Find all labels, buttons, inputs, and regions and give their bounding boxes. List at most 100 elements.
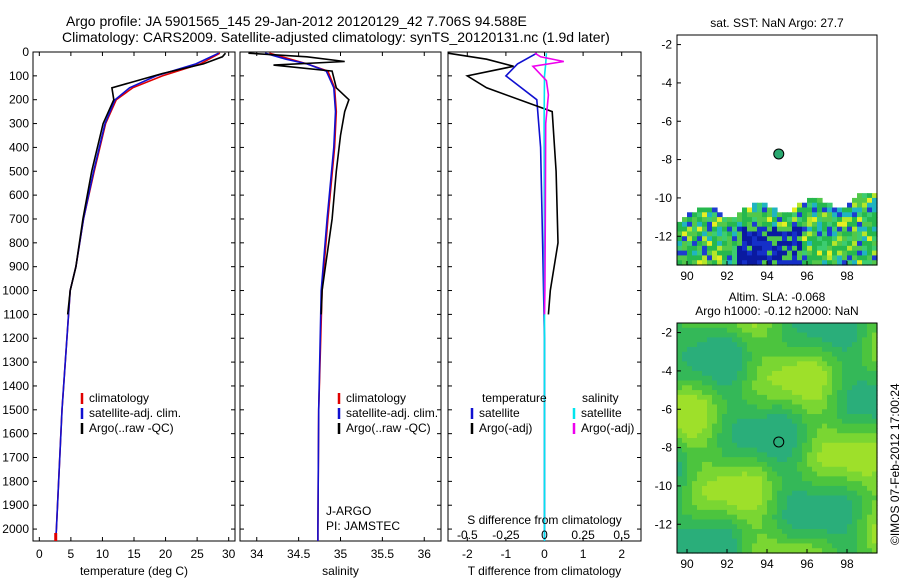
sla_map-cell [687, 375, 693, 382]
sst_map-cell [747, 245, 753, 252]
sla_map-cell [712, 409, 718, 415]
sst_map-cell [762, 245, 768, 252]
sla_map-cell [862, 519, 868, 525]
sla_map-cell [852, 505, 858, 511]
sla_map-cell [867, 380, 873, 386]
sst_map-cell [752, 226, 758, 233]
sla_map-cell [792, 409, 798, 415]
sla_map-cell [872, 327, 878, 334]
sla_map-cell [737, 461, 743, 468]
sst_map-cell [847, 217, 853, 223]
sst_map-cell [817, 202, 823, 209]
sla_map-cell [687, 447, 693, 453]
sla_map-xtick-label: 94 [760, 557, 774, 571]
sla_map-cell [702, 361, 708, 367]
sla_map-cell [792, 457, 798, 463]
depth-tick-label: 1200 [2, 331, 29, 345]
sla_map-cell [832, 380, 838, 386]
sla_map-cell [837, 461, 843, 468]
sla_map-cell [727, 509, 733, 516]
sla_map-cell [867, 337, 873, 343]
sla_map-cell [812, 380, 818, 386]
sla_map-cell [857, 337, 863, 343]
sla_map-cell [722, 543, 728, 549]
sst_map-cell [872, 250, 878, 257]
sla_map-cell [717, 370, 723, 377]
sla_map-cell [782, 476, 788, 482]
sla_map-cell [832, 476, 838, 482]
sst_map-cell [872, 231, 878, 237]
sst_map-cell [752, 231, 758, 237]
sla_map-cell [697, 466, 703, 473]
sla_map-cell [702, 380, 708, 386]
sla_map-cell [852, 471, 858, 477]
sla_map-cell [822, 385, 828, 391]
sst_map-xtick-label: 96 [800, 269, 814, 283]
sst_map-cell [812, 226, 818, 233]
sla_map-cell [747, 442, 753, 449]
sst_map-cell [832, 231, 838, 237]
sla_map-cell [857, 399, 863, 406]
sst_map-cell [812, 207, 818, 213]
sst_map-cell [812, 212, 818, 218]
sst_map-ytick-label: -12 [655, 229, 673, 243]
sla_map-cell [872, 500, 878, 506]
sla_map-cell [697, 514, 703, 521]
sla_map-cell [857, 428, 863, 434]
sla_map-cell [852, 509, 858, 516]
sla_map-cell [712, 500, 718, 506]
sla_map-cell [797, 361, 803, 367]
sla_map-cell [682, 538, 688, 545]
sla_map-cell [687, 323, 693, 329]
sst_map-cell [742, 221, 748, 228]
sla_map-cell [697, 538, 703, 545]
sst_map-cell [832, 226, 838, 233]
sla_map-cell [737, 471, 743, 477]
sla_map-cell [807, 361, 813, 367]
sla_map-cell [682, 485, 688, 492]
sla_map-cell [827, 370, 833, 377]
sst_map-cell [862, 250, 868, 257]
sst_map-cell [857, 255, 863, 261]
sla_map-cell [827, 500, 833, 506]
sla_map-cell [842, 519, 848, 525]
sla_map-cell [847, 505, 853, 511]
sst_map-cell [842, 241, 848, 247]
sla_map-cell [732, 418, 738, 425]
sla_map-cell [862, 524, 868, 530]
sst_map-cell [727, 217, 733, 223]
sla_map-cell [697, 548, 703, 554]
sla_map-cell [872, 438, 878, 444]
sla_map-cell [772, 414, 778, 420]
sla_map-cell [852, 409, 858, 415]
sla_map-cell [742, 375, 748, 382]
sla_map-cell [787, 466, 793, 473]
sst_map-cell [862, 260, 868, 266]
sla_map-cell [707, 543, 713, 549]
sla_map-cell [747, 418, 753, 425]
sla_map-cell [732, 332, 738, 338]
sla_map-cell [792, 414, 798, 420]
sst_map-cell [862, 221, 868, 228]
sst_map-cell [827, 245, 833, 252]
sla_map-cell [677, 529, 683, 535]
sst_map-cell [862, 217, 868, 223]
sst_map-cell [747, 236, 753, 242]
sla_map-cell [677, 538, 683, 545]
sla_map-cell [862, 327, 868, 334]
sla_map-cell [732, 505, 738, 511]
sla_map-cell [777, 332, 783, 338]
sla_map-cell [772, 399, 778, 406]
sla_map-cell [682, 346, 688, 353]
sla_map-cell [847, 485, 853, 492]
sla_map-cell [747, 327, 753, 334]
depth-tick-label: 400 [9, 140, 29, 154]
sst_map-cell [717, 241, 723, 247]
sdiff-top-tick-label: -0.5 [457, 528, 478, 542]
sla_map-cell [812, 323, 818, 329]
sst_map-cell [857, 231, 863, 237]
sla_map-cell [867, 390, 873, 396]
sst_map-cell [857, 250, 863, 257]
sla_map-cell [707, 394, 713, 401]
sla_map-cell [732, 495, 738, 501]
